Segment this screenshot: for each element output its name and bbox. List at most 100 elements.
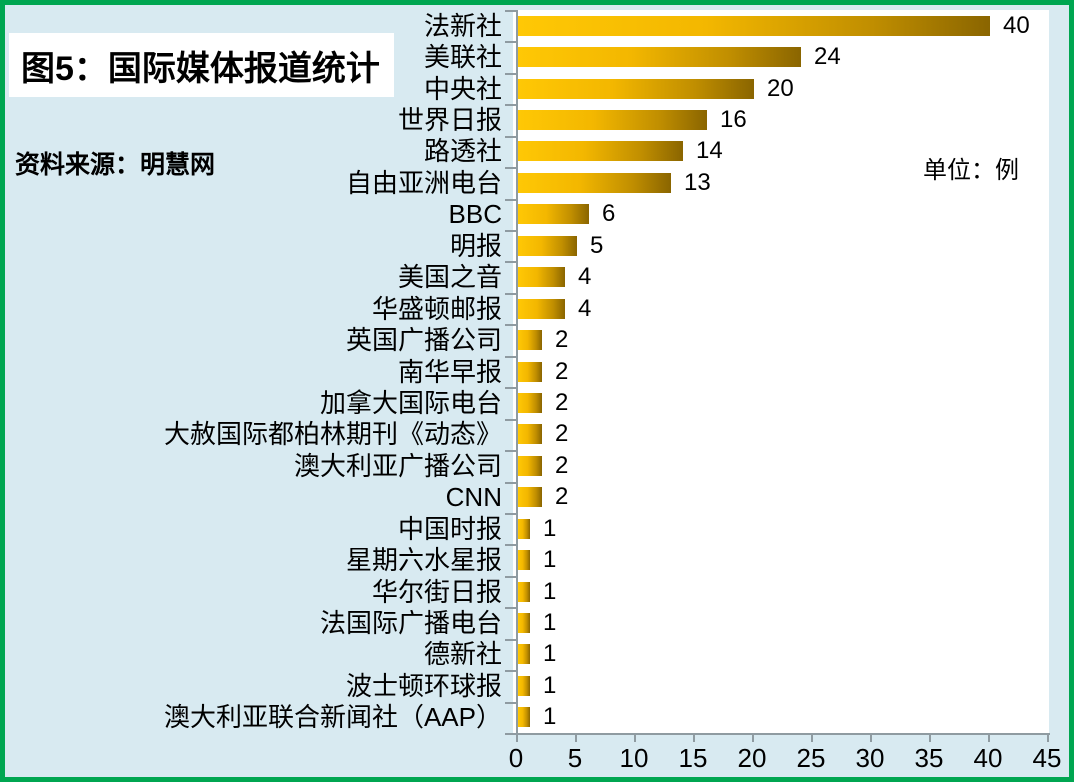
category-axis-tick: [505, 513, 517, 515]
category-label: 中国时报: [397, 513, 502, 544]
category-axis-tick: [505, 73, 517, 75]
category-label: 美联社: [423, 42, 502, 73]
value-axis-tick-label: 40: [973, 743, 1003, 773]
category-label: 中央社: [423, 73, 502, 104]
value-axis-tick: [988, 733, 990, 742]
value-label: 2: [555, 357, 569, 385]
value-axis-tick-label: 10: [619, 743, 649, 773]
category-label: 华盛顿邮报: [371, 293, 502, 324]
value-axis-tick: [575, 733, 577, 742]
value-axis-tick-label: 30: [855, 743, 885, 773]
value-axis-tick: [516, 733, 518, 742]
bar: [518, 141, 683, 162]
category-axis-tick: [505, 230, 517, 232]
bar: [518, 235, 577, 256]
category-label: 美国之音: [397, 262, 502, 293]
bar: [518, 612, 530, 633]
category-label: 路透社: [423, 136, 502, 167]
category-label: 星期六水星报: [345, 545, 502, 576]
category-axis-tick: [505, 167, 517, 169]
value-label: 16: [720, 106, 747, 134]
value-label: 1: [543, 608, 557, 636]
value-label: 1: [543, 640, 557, 668]
bar: [518, 707, 530, 728]
category-axis-tick: [505, 356, 517, 358]
bar: [518, 675, 530, 696]
value-label: 2: [555, 420, 569, 448]
category-label: 大赦国际都柏林期刊《动态》: [163, 419, 502, 450]
category-label: 自由亚洲电台: [345, 167, 502, 198]
bar: [518, 550, 530, 571]
value-axis-tick-label: 20: [737, 743, 767, 773]
bar: [518, 361, 542, 382]
value-axis-tick-label: 35: [914, 743, 944, 773]
value-axis-tick-label: 45: [1032, 743, 1062, 773]
bar: [518, 581, 530, 602]
bar: [518, 518, 530, 539]
value-label: 2: [555, 451, 569, 479]
title-box: 图5：国际媒体报道统计: [9, 33, 394, 97]
value-axis-tick-label: 15: [678, 743, 708, 773]
value-label: 14: [696, 137, 723, 165]
source-label: 资料来源：明慧网: [15, 151, 216, 179]
value-label: 1: [543, 577, 557, 605]
bar: [518, 424, 542, 445]
value-label: 6: [602, 200, 616, 228]
value-axis-tick: [929, 733, 931, 742]
value-label: 24: [814, 43, 841, 71]
value-label: 20: [767, 74, 794, 102]
value-axis-tick: [634, 733, 636, 742]
category-axis-tick: [505, 419, 517, 421]
bar: [518, 204, 589, 225]
bar: [518, 298, 565, 319]
category-label: BBC: [448, 199, 502, 230]
value-label: 1: [543, 703, 557, 731]
category-label: 法新社: [423, 10, 502, 41]
category-label: CNN: [445, 482, 502, 513]
value-label: 2: [555, 388, 569, 416]
category-label: 英国广播公司: [345, 325, 502, 356]
category-axis-tick: [505, 639, 517, 641]
category-label: 法国际广播电台: [319, 607, 502, 638]
category-axis-tick: [505, 261, 517, 263]
bar: [518, 267, 565, 288]
value-label: 13: [684, 168, 711, 196]
category-axis-tick: [505, 670, 517, 672]
category-label: 澳大利亚联合新闻社（AAP）: [163, 702, 502, 733]
category-label: 明报: [449, 230, 502, 261]
value-label: 1: [543, 671, 557, 699]
value-label: 1: [543, 514, 557, 542]
value-axis-tick: [1047, 733, 1049, 742]
value-axis-tick-label: 5: [567, 743, 583, 773]
bar: [518, 15, 990, 36]
bar: [518, 47, 801, 68]
bar: [518, 455, 542, 476]
category-axis-tick: [505, 324, 517, 326]
category-label: 世界日报: [397, 105, 502, 136]
bar: [518, 172, 671, 193]
value-axis-tick: [752, 733, 754, 742]
category-axis-tick: [505, 10, 517, 12]
chart-title: 图5：国际媒体报道统计: [21, 49, 380, 88]
category-axis-tick: [505, 482, 517, 484]
bar: [518, 487, 542, 508]
bar: [518, 78, 754, 99]
category-axis-tick: [505, 293, 517, 295]
category-label: 南华早报: [397, 356, 502, 387]
value-label: 1: [543, 546, 557, 574]
category-axis-tick: [505, 607, 517, 609]
category-label: 华尔街日报: [371, 576, 502, 607]
value-label: 2: [555, 483, 569, 511]
value-label: 5: [590, 231, 604, 259]
category-label: 德新社: [423, 639, 502, 670]
value-label: 4: [578, 263, 592, 291]
value-axis-tick: [870, 733, 872, 742]
value-axis-tick-label: 0: [508, 743, 524, 773]
unit-label: 单位：例: [923, 157, 1019, 184]
category-label: 波士顿环球报: [345, 670, 502, 701]
value-axis-tick: [693, 733, 695, 742]
category-axis-line: [516, 10, 518, 733]
value-label: 2: [555, 326, 569, 354]
value-label: 40: [1003, 11, 1030, 39]
